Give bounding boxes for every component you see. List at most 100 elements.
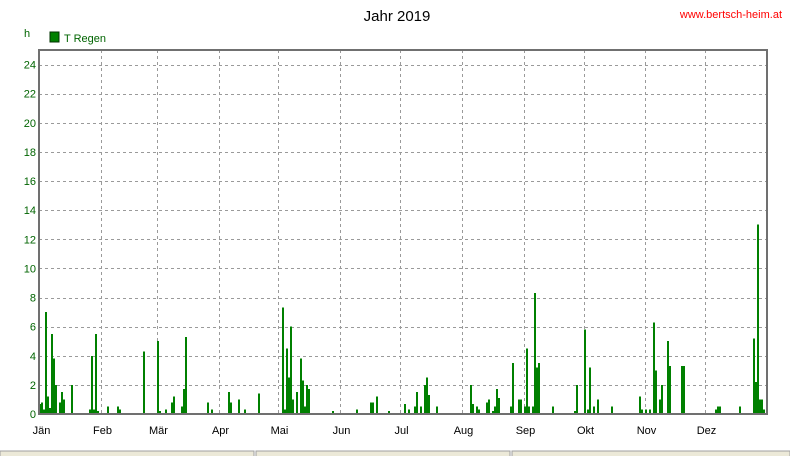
rain-bar [97, 411, 99, 414]
rain-bar [526, 348, 528, 414]
rain-bar [576, 384, 578, 414]
rain-bar [157, 341, 159, 414]
rain-bar [532, 406, 534, 414]
rain-bar [639, 396, 641, 414]
rain-bar [436, 406, 438, 414]
rain-bar [63, 399, 65, 414]
rain-bar [59, 402, 61, 414]
status-segment [511, 450, 790, 456]
rain-bar [426, 377, 428, 414]
rain-bar [288, 377, 290, 414]
y-tick-label: 22 [24, 89, 36, 101]
rain-bar [107, 406, 109, 414]
x-tick-label: Jän [33, 425, 51, 437]
rain-bar [47, 396, 49, 414]
rain-bar [641, 409, 643, 414]
rain-bar [653, 322, 655, 414]
rain-bar [284, 409, 286, 414]
rain-bar [45, 312, 47, 414]
rain-bar [300, 358, 302, 414]
rain-bar [589, 367, 591, 414]
rain-bar [574, 411, 576, 414]
rain-bar [230, 402, 232, 414]
rain-bar [41, 402, 43, 414]
rain-bar [49, 408, 51, 414]
rain-bar [376, 396, 378, 414]
rain-bar [655, 370, 657, 414]
rain-bar [534, 293, 536, 414]
y-tick-label: 10 [24, 263, 36, 275]
y-tick-label: 8 [30, 293, 36, 305]
rain-bar [89, 409, 91, 414]
rain-bar [597, 399, 599, 414]
rain-bar [211, 409, 213, 414]
rain-bar [304, 406, 306, 414]
rain-bar [356, 409, 358, 414]
y-tick-label: 12 [24, 234, 36, 246]
rain-bar [302, 380, 304, 414]
rain-bar [119, 409, 121, 414]
grid [39, 50, 767, 414]
rain-bar [759, 399, 761, 414]
rain-bar [159, 411, 161, 414]
rain-bar [93, 409, 95, 414]
rain-bar [95, 333, 97, 414]
x-axis-ticks: Jän Feb Mär Apr Mai Jun Jul Aug Sep Okt Nov Dez [33, 425, 717, 437]
bar-series-t-regen [39, 224, 765, 414]
rain-bar [171, 402, 173, 414]
rain-bar [761, 399, 763, 414]
y-tick-label: 18 [24, 147, 36, 159]
rain-bar [404, 403, 406, 414]
rain-bar [536, 367, 538, 414]
rain-bar [183, 389, 185, 414]
y-tick-label: 4 [30, 351, 36, 363]
rain-bar [584, 329, 586, 414]
x-tick-label: Jul [394, 425, 408, 437]
rain-bar [143, 351, 145, 414]
rain-bar [286, 348, 288, 414]
chart-title: Jahr 2019 [364, 8, 431, 25]
rain-bar [611, 406, 613, 414]
rain-bar [181, 406, 183, 414]
rain-bar [332, 411, 334, 414]
rain-bar [165, 409, 167, 414]
rain-bar [53, 358, 55, 414]
rain-bar [739, 406, 741, 414]
rain-bar [173, 396, 175, 414]
rain-bar [408, 409, 410, 414]
x-tick-label: Jun [333, 425, 351, 437]
rain-bar [486, 402, 488, 414]
rain-bar [478, 409, 480, 414]
rain-bar [683, 365, 685, 414]
rain-bar [552, 406, 554, 414]
rain-bar [528, 406, 530, 414]
rain-bar [524, 406, 526, 414]
rain-bar [388, 411, 390, 414]
rain-bar [117, 406, 119, 414]
rain-bar [667, 341, 669, 414]
plot-frame [38, 49, 768, 415]
rain-bar [496, 389, 498, 414]
rain-bar [472, 403, 474, 414]
legend-swatch [49, 31, 60, 43]
rain-bar [719, 406, 721, 414]
x-tick-label: Nov [637, 425, 657, 437]
rain-bar [61, 392, 63, 414]
rain-bar [91, 355, 93, 414]
rain-bar [717, 406, 719, 414]
x-tick-label: Aug [454, 425, 474, 437]
rain-bar [476, 406, 478, 414]
legend: T Regen [49, 31, 106, 45]
x-tick-label: Dez [697, 425, 717, 437]
rain-bar [71, 384, 73, 414]
rain-bar [518, 399, 520, 414]
rain-bar [593, 406, 595, 414]
status-segment [0, 450, 255, 456]
x-tick-label: Sep [516, 425, 536, 437]
rain-bar [414, 406, 416, 414]
y-tick-label: 2 [30, 380, 36, 392]
rain-bar [258, 393, 260, 414]
rain-bar [494, 406, 496, 414]
